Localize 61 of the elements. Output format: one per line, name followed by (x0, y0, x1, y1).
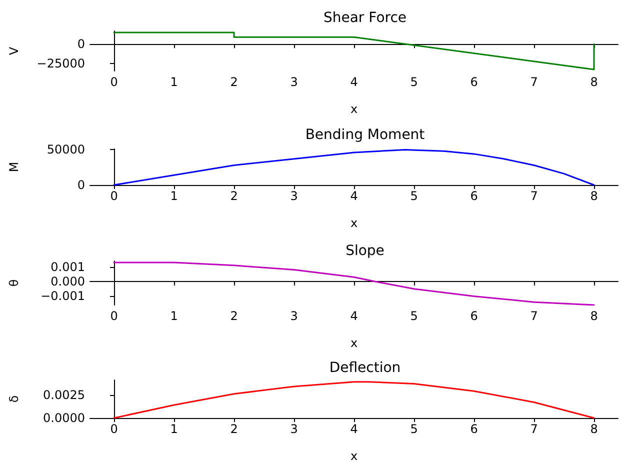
x-tick-label: 3 (290, 75, 298, 89)
x-tick-label: 8 (590, 189, 598, 203)
x-tick-label: 5 (410, 309, 418, 323)
x-tick-label: 4 (350, 309, 358, 323)
x-tick-label: 0 (110, 422, 118, 436)
y-axis-title: V (7, 46, 21, 56)
x-tick-label: 6 (470, 309, 478, 323)
y-axis-title: δ (7, 395, 21, 403)
x-tick-label: 0 (110, 189, 118, 203)
y-tick-label: 0.0025 (43, 388, 85, 402)
x-tick-label: 2 (230, 422, 238, 436)
x-axis-title: x (350, 336, 358, 350)
y-tick-label: 0.0000 (43, 411, 85, 425)
y-tick-label: 0 (77, 178, 85, 192)
line-series (113, 381, 595, 419)
line-series (113, 262, 595, 306)
x-tick-label: 5 (410, 189, 418, 203)
line-series (113, 32, 595, 70)
x-tick-label: 1 (170, 422, 178, 436)
y-tick-label: −25000 (36, 56, 85, 70)
x-axis-title: x (350, 102, 358, 116)
x-tick-label: 5 (410, 75, 418, 89)
x-tick-label: 3 (290, 422, 298, 436)
y-tick-label: 50000 (46, 142, 85, 157)
chart-title: Slope (346, 243, 384, 259)
x-tick-label: 6 (470, 75, 478, 89)
x-tick-label: 6 (470, 189, 478, 203)
y-tick-label: 0.001 (50, 260, 85, 274)
x-tick-label: 1 (170, 189, 178, 203)
chart-title: Deflection (329, 360, 401, 376)
x-tick-label: 7 (530, 189, 538, 203)
x-tick-label: 0 (110, 309, 118, 323)
x-tick-label: 8 (590, 309, 598, 323)
y-tick-label: 0.000 (50, 274, 85, 289)
x-tick-label: 1 (170, 75, 178, 89)
x-tick-label: 8 (590, 422, 598, 436)
chart-title: Bending Moment (305, 127, 426, 143)
x-tick-label: 5 (410, 422, 418, 436)
x-tick-label: 7 (530, 75, 538, 89)
x-tick-label: 4 (350, 75, 358, 89)
x-tick-label: 7 (530, 422, 538, 436)
x-tick-label: 4 (350, 422, 358, 436)
x-tick-label: 1 (170, 309, 178, 323)
y-axis-title: M (7, 162, 21, 172)
y-tick-label: −0.001 (40, 289, 85, 304)
x-tick-label: 7 (530, 309, 538, 323)
y-tick-label: 0 (77, 37, 85, 52)
x-tick-label: 2 (230, 189, 238, 203)
x-tick-label: 6 (470, 422, 478, 436)
x-axis-title: x (350, 216, 358, 230)
x-tick-label: 8 (590, 75, 598, 89)
x-tick-label: 3 (290, 189, 298, 203)
y-axis-title: θ (7, 279, 21, 287)
x-tick-label: 3 (290, 309, 298, 323)
x-axis-title: x (350, 449, 358, 463)
x-tick-label: 2 (230, 75, 238, 89)
line-series (113, 148, 595, 186)
chart-title: Shear Force (323, 10, 407, 26)
x-tick-label: 0 (110, 75, 118, 89)
x-tick-label: 2 (230, 309, 238, 323)
x-tick-label: 4 (350, 189, 358, 203)
